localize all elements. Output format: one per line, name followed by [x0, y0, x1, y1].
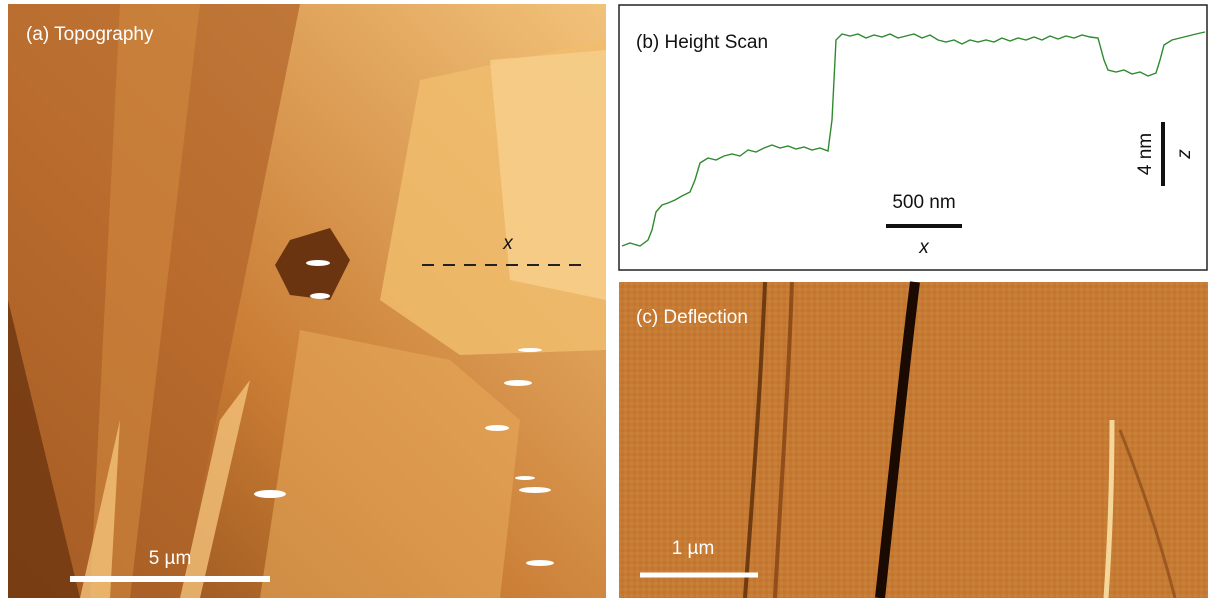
- panel-b: (b) Height Scan 500 nm x 4 nm z: [618, 4, 1208, 271]
- panel-c: (c) Deflection 1 µm: [619, 281, 1208, 599]
- step-edge: [1118, 429, 1177, 599]
- tip-streaks: [254, 260, 554, 566]
- scale-bar-label: 1 µm: [672, 538, 715, 559]
- scale-bar-x-label: 500 nm: [892, 192, 955, 213]
- step-edge: [875, 281, 920, 599]
- x-label: x: [918, 237, 930, 258]
- z-label: z: [1174, 149, 1195, 160]
- step-edge: [743, 281, 767, 599]
- panel-label: (b) Height Scan: [636, 32, 768, 53]
- height-profile: [621, 31, 1206, 247]
- panel-label: (c) Deflection: [636, 307, 748, 328]
- terrace: [490, 50, 606, 300]
- terrace: [260, 330, 520, 598]
- panel-a: x (a) Topography 5 µm: [8, 4, 606, 598]
- scan-line-label: x: [502, 233, 514, 254]
- streak: [80, 420, 120, 598]
- bright-streak: [1103, 419, 1115, 599]
- streak: [180, 380, 250, 598]
- scale-bar-z-label: 4 nm: [1135, 133, 1156, 175]
- step-edge: [773, 281, 794, 599]
- panel-label: (a) Topography: [26, 24, 154, 45]
- terrace: [8, 300, 80, 598]
- scale-bar-label: 5 µm: [149, 548, 192, 569]
